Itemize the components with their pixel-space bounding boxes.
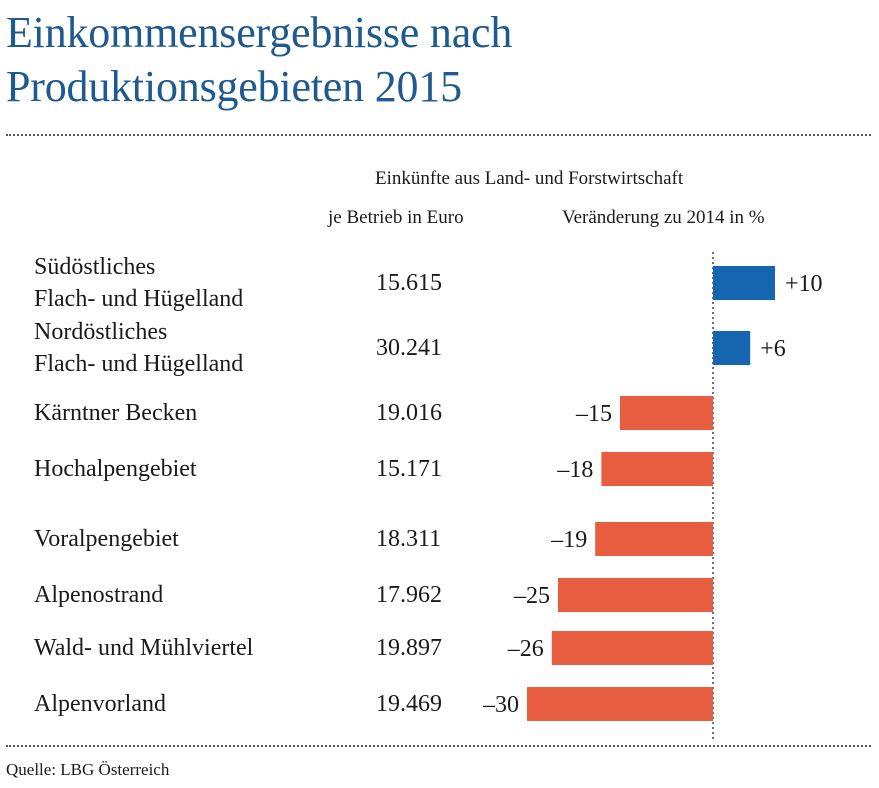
header-income: je Betrieb in Euro [328, 207, 464, 228]
chart-title-line-1: Einkommensergebnisse nach [6, 8, 513, 57]
change-label: –30 [482, 692, 519, 718]
income-value: 19.469 [376, 691, 442, 717]
change-label: –26 [507, 636, 544, 662]
row-label-line: Südöstliches [34, 254, 156, 280]
row-label: Südöstliches Flach- und Hügelland [34, 251, 243, 315]
income-value: 17.962 [376, 582, 442, 608]
change-label: –15 [575, 401, 612, 427]
row-label: Hochalpengebiet [34, 453, 197, 485]
chart-title: Einkommensergebnisse nach Produktionsgeb… [6, 6, 512, 114]
bottom-divider [6, 745, 871, 747]
income-value: 30.241 [376, 335, 442, 361]
change-bar [601, 452, 713, 486]
header-main: Einkünfte aus Land- und Forstwirtschaft [375, 168, 684, 189]
income-value: 19.897 [376, 635, 442, 661]
change-label: –18 [556, 457, 593, 483]
row-label: Voralpengebiet [34, 523, 179, 555]
row-label-line: Alpenvorland [34, 691, 166, 717]
income-value: 19.016 [376, 400, 442, 426]
change-label: –25 [513, 583, 550, 609]
income-value: 15.171 [376, 456, 442, 482]
change-bar [713, 266, 775, 300]
row-label-line: Flach- und Hügelland [34, 286, 244, 312]
change-bar [527, 687, 713, 721]
row-label: Kärntner Becken [34, 397, 197, 429]
change-label: +6 [760, 336, 786, 362]
row-label-line: Kärntner Becken [34, 400, 198, 426]
top-divider [6, 134, 871, 136]
row-label-line: Flach- und Hügelland [34, 351, 244, 377]
row-label-line: Voralpengebiet [34, 526, 179, 552]
source-note: Quelle: LBG Österreich [6, 760, 170, 779]
row-label: Alpenostrand [34, 579, 163, 611]
change-bar [551, 631, 713, 665]
change-bar [595, 522, 713, 556]
change-label: +10 [785, 271, 823, 297]
row-label-line: Nordöstliches [34, 319, 168, 345]
row-label-line: Hochalpengebiet [34, 456, 197, 482]
change-bar [713, 331, 751, 365]
chart-title-line-2: Produktionsgebieten 2015 [6, 62, 462, 111]
change-bar [558, 578, 713, 612]
header-change: Veränderung zu 2014 in % [562, 207, 765, 228]
row-label: Alpenvorland [34, 688, 166, 720]
change-label: –19 [550, 527, 587, 553]
row-label-line: Alpenostrand [34, 582, 164, 608]
row-label: Nordöstliches Flach- und Hügelland [34, 316, 243, 380]
row-label-line: Wald- und Mühlviertel [34, 635, 254, 661]
row-label: Wald- und Mühlviertel [34, 632, 253, 664]
change-bar [620, 396, 713, 430]
income-value: 15.615 [376, 270, 442, 296]
income-value: 18.311 [376, 526, 442, 552]
